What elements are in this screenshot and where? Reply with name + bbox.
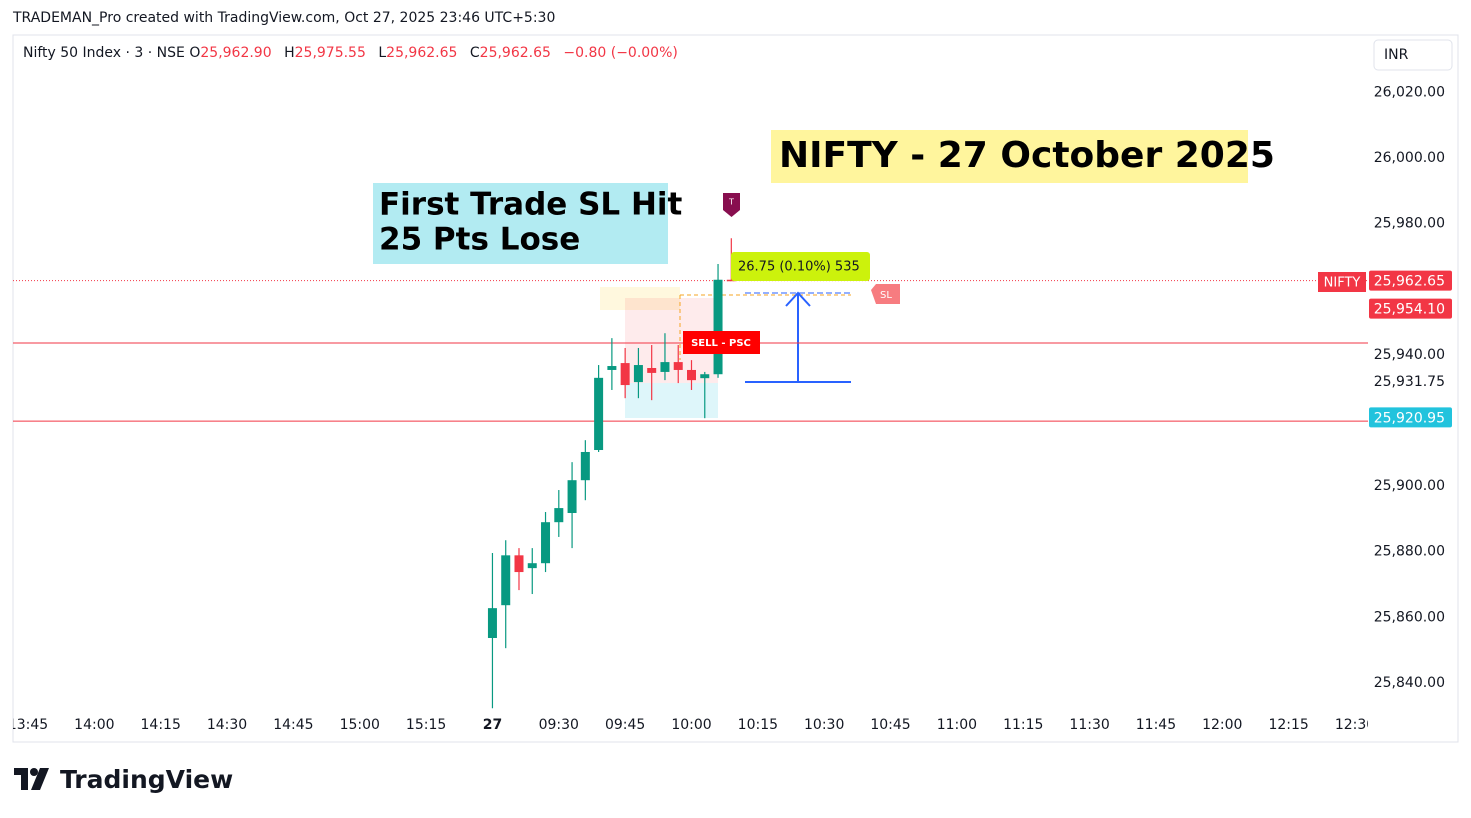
x-tick-label: 10:00 [671,717,711,733]
zone [600,287,680,310]
y-tick-label: 25,940.00 [1374,347,1445,363]
x-tick-label: 10:15 [738,717,778,733]
x-tick-label: 11:30 [1069,717,1109,733]
chart-frame [12,34,1459,743]
candle-body [726,279,736,282]
change: −0.80 (−0.00%) [563,45,678,61]
x-tick-label: 14:30 [207,717,247,733]
price-label-box [1369,407,1452,428]
x-tick-label: 11:00 [937,717,977,733]
ohlc-key: O [189,45,201,61]
ohlc-value: 25,962.65 [386,45,458,61]
y-tick-label: 25,860.00 [1374,609,1445,625]
marker-label: T [728,198,734,207]
x-tick-label: 12:15 [1268,717,1308,733]
target-zone [625,383,718,418]
watermark: TRADEMAN_Pro created with TradingView.co… [13,10,556,26]
measure-box [731,252,870,281]
candle-body [527,563,537,569]
x-tick-label: 15:00 [340,717,380,733]
ohlc-value: 25,962.90 [200,45,272,61]
title-box [771,130,1248,183]
currency-box[interactable] [1373,39,1453,71]
price-label-box [1369,298,1452,319]
y-tick-label: 26,000.00 [1374,150,1445,166]
ohlc-key: C [469,45,480,61]
stop-label: SL [880,290,892,301]
candle-body [713,279,723,375]
candle-body [501,555,511,606]
candle-body [514,555,524,573]
symbol: Nifty 50 Index · 3 · NSE [23,45,185,61]
note: 25 Pts Lose [379,222,580,258]
measure-label: 26.75 (0.10%) 535 [738,260,860,275]
candle-body [594,377,604,451]
price-label: 25,954.10 [1374,302,1445,318]
logo: TradingView [60,765,233,794]
ohlc-value: 25,975.55 [294,45,366,61]
x-tick-label: 14:15 [141,717,181,733]
price-tag [1318,272,1366,292]
order-box [683,331,760,354]
candle-body [620,363,630,386]
ohlc-key: L [378,45,387,61]
price-text: 25,931.75 [1374,374,1445,390]
y-tick-label: 25,840.00 [1374,675,1445,691]
price-tag-label: NIFTY [1324,276,1361,291]
y-tick-label: 25,880.00 [1374,544,1445,560]
ohlc-value: 25,962.65 [479,45,551,61]
y-tick-label: 25,900.00 [1374,478,1445,494]
candle-body [673,362,683,370]
note-box [373,183,668,264]
y-tick-label: 26,020.00 [1374,84,1445,100]
candle-body [580,451,590,481]
candle-body [647,367,657,373]
x-tick-label: 12:00 [1202,717,1242,733]
note: First Trade SL Hit [379,187,683,223]
candle-body [567,480,577,514]
x-tick-label: 13:45 [8,717,48,733]
candle-body [541,522,551,564]
ohlc: O25,962.90 H25,975.55 L25,962.65 C25,962… [189,45,559,61]
marker [723,193,740,217]
candle-body [660,362,670,372]
arrow-head [785,291,811,307]
x-tick-label: 12:30 [1335,717,1375,733]
candle-body [700,374,710,379]
price-label: 25,920.95 [1374,410,1445,426]
order-label: SELL - PSC [691,338,751,349]
stop-tag [871,284,900,304]
x-tick-label: 10:30 [804,717,844,733]
x-tick-label: 09:45 [605,717,645,733]
price-label: 25,962.65 [1374,274,1445,290]
plot [13,238,1368,709]
x-tick-label: 14:00 [74,717,114,733]
x-tick-label: 11:45 [1136,717,1176,733]
candle-body [607,366,617,370]
price-label-box [1369,270,1452,291]
candle-body [554,508,564,523]
legend: Nifty 50 Index · 3 · NSE O25,962.90 H25,… [23,45,686,61]
candle-body [633,365,643,383]
x-tick-label: 11:15 [1003,717,1043,733]
currency: INR [1384,47,1409,63]
x-tick-label: 10:45 [870,717,910,733]
x-tick-label: 27 [483,717,502,733]
x-tick-label: 09:30 [539,717,579,733]
candle-body [687,369,696,381]
x-tick-label: 14:45 [273,717,313,733]
x-tick-label: 15:15 [406,717,446,733]
ohlc-key: H [284,45,295,61]
chart-title: NIFTY - 27 October 2025 [779,135,1275,176]
y-tick-label: 25,980.00 [1374,216,1445,232]
candle-body [487,608,497,639]
logo-icon [14,768,49,790]
